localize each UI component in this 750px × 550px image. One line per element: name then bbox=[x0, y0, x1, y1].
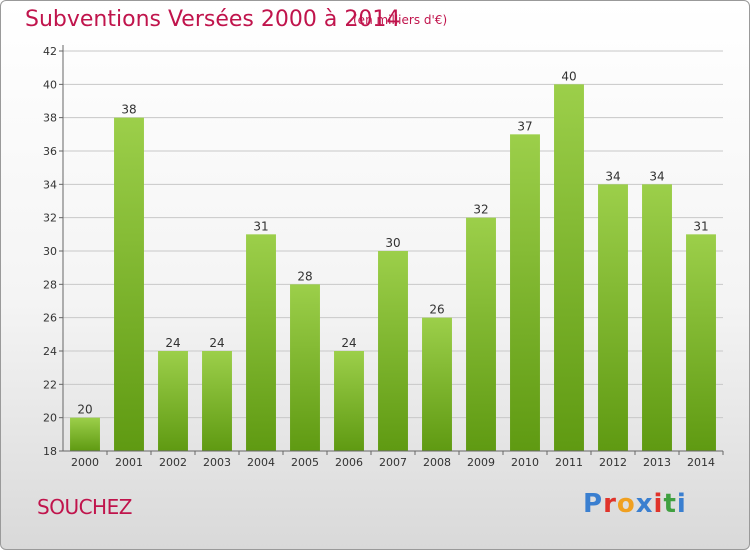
bar-2000 bbox=[70, 417, 100, 451]
value-label-2006: 24 bbox=[341, 336, 356, 350]
x-tick-label-2008: 2008 bbox=[423, 456, 451, 469]
bar-2011 bbox=[554, 84, 584, 451]
y-tick-label: 34 bbox=[43, 178, 57, 191]
bar-2007 bbox=[378, 251, 408, 451]
bar-2001 bbox=[114, 117, 144, 452]
y-tick-label: 18 bbox=[43, 445, 57, 458]
value-label-2000: 20 bbox=[77, 403, 92, 417]
value-label-2010: 37 bbox=[517, 119, 532, 133]
y-tick-label: 38 bbox=[43, 112, 57, 125]
value-label-2009: 32 bbox=[473, 203, 488, 217]
value-label-2012: 34 bbox=[605, 169, 620, 183]
y-tick-label: 42 bbox=[43, 45, 57, 58]
x-tick-label-2011: 2011 bbox=[555, 456, 583, 469]
y-tick-label: 24 bbox=[43, 345, 57, 358]
bar-2008 bbox=[422, 317, 452, 451]
x-tick-label-2004: 2004 bbox=[247, 456, 275, 469]
value-label-2004: 31 bbox=[253, 219, 268, 233]
bar-2004 bbox=[246, 234, 276, 451]
y-tick-label: 32 bbox=[43, 212, 57, 225]
value-label-2008: 26 bbox=[429, 303, 444, 317]
logo-letter: t bbox=[663, 489, 677, 519]
y-tick-label: 36 bbox=[43, 145, 57, 158]
value-label-2005: 28 bbox=[297, 269, 312, 283]
x-tick-label-2013: 2013 bbox=[643, 456, 671, 469]
logo-letter: o bbox=[616, 489, 636, 519]
bar-2013 bbox=[642, 184, 672, 452]
logo-letter: i bbox=[653, 489, 664, 519]
y-tick-label: 26 bbox=[43, 312, 57, 325]
x-tick-label-2001: 2001 bbox=[115, 456, 143, 469]
logo-letter: P bbox=[583, 489, 604, 519]
logo-letter: i bbox=[676, 489, 687, 519]
x-tick-label-2005: 2005 bbox=[291, 456, 319, 469]
axes: 18 20 22 24 26 28 30 32 34 36 38 40 42 2000 2001 2002 20… bbox=[43, 45, 724, 469]
y-tick-label: 30 bbox=[43, 245, 57, 258]
x-tick-label-2014: 2014 bbox=[687, 456, 715, 469]
value-label-2002: 24 bbox=[165, 336, 180, 350]
bars: 20 38 24 24 31 28 24 30 26 32 37 40 34 34 31 bbox=[70, 69, 716, 452]
bar-2014 bbox=[686, 234, 716, 451]
value-label-2003: 24 bbox=[209, 336, 224, 350]
value-label-2007: 30 bbox=[385, 236, 400, 250]
bar-2002 bbox=[158, 351, 188, 451]
bar-2010 bbox=[510, 134, 540, 452]
x-tick-label-2002: 2002 bbox=[159, 456, 187, 469]
x-tick-label-2000: 2000 bbox=[71, 456, 99, 469]
y-tick-label: 20 bbox=[43, 412, 57, 425]
y-tick-label: 40 bbox=[43, 78, 57, 91]
commune-name: SOUCHEZ bbox=[37, 495, 132, 519]
x-tick-label-2010: 2010 bbox=[511, 456, 539, 469]
value-label-2011: 40 bbox=[561, 69, 576, 83]
x-tick-label-2006: 2006 bbox=[335, 456, 363, 469]
bar-2003 bbox=[202, 351, 232, 451]
x-tick-label-2012: 2012 bbox=[599, 456, 627, 469]
value-label-2014: 31 bbox=[693, 219, 708, 233]
x-tick-label-2003: 2003 bbox=[203, 456, 231, 469]
unit-label: (en milliers d'€) bbox=[353, 13, 448, 27]
bar-2005 bbox=[290, 284, 320, 451]
bar-2012 bbox=[598, 184, 628, 452]
value-label-2013: 34 bbox=[649, 169, 664, 183]
value-label-2001: 38 bbox=[121, 103, 136, 117]
proxiti-logo: Proxiti bbox=[583, 489, 687, 519]
y-tick-label: 28 bbox=[43, 278, 57, 291]
y-tick-label: 22 bbox=[43, 378, 57, 391]
logo-letter: r bbox=[603, 489, 617, 519]
logo-letter: x bbox=[635, 489, 654, 519]
x-tick-label-2009: 2009 bbox=[467, 456, 495, 469]
bar-2006 bbox=[334, 351, 364, 451]
x-tick-label-2007: 2007 bbox=[379, 456, 407, 469]
chart-title: Subventions Versées 2000 à 2014 bbox=[25, 7, 401, 32]
bar-2009 bbox=[466, 217, 496, 451]
